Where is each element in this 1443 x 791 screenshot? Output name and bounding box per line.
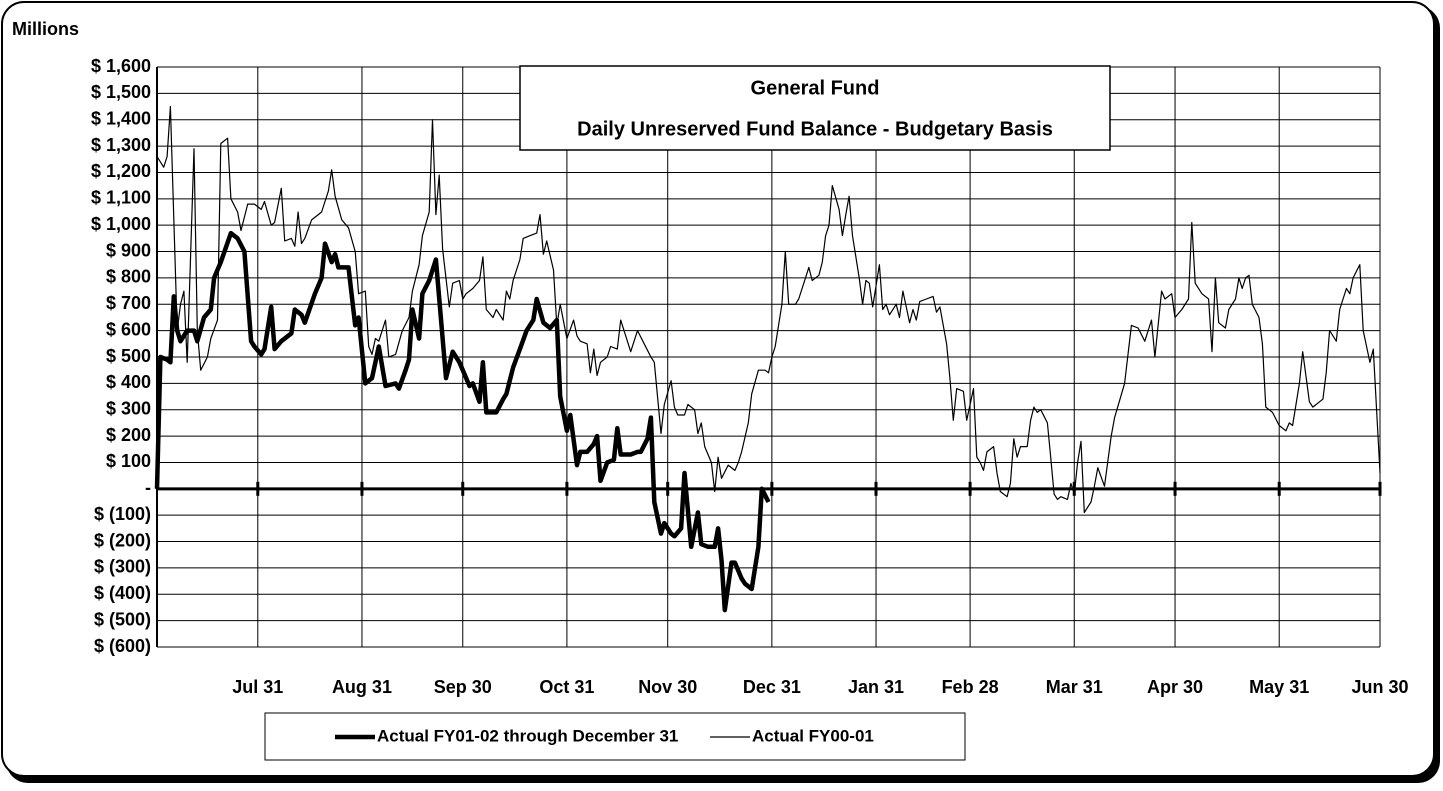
y-tick-label: $ 200 [106, 425, 151, 445]
y-tick-label: $ (500) [94, 609, 151, 629]
y-tick-label: $ 600 [106, 319, 151, 339]
y-tick-label: $ 800 [106, 267, 151, 287]
chart-title: General Fund [751, 77, 880, 99]
y-axis-label: Millions [12, 19, 79, 39]
x-tick-label: Aug 31 [332, 677, 392, 697]
x-tick-label: Jul 31 [232, 677, 283, 697]
grid: $ (600) $ (500) $ (400) $ (300) $ (200) $ (10… [91, 56, 1409, 697]
y-tick-label: $ 1,100 [91, 188, 151, 208]
y-tick-label: $ (200) [94, 530, 151, 550]
y-tick-label: $ 500 [106, 346, 151, 366]
frame [1, 1, 1435, 777]
y-tick-label: $ 1,500 [91, 82, 151, 102]
x-tick-label: Mar 31 [1046, 677, 1103, 697]
series-line [154, 230, 771, 613]
y-tick-label: - [145, 478, 151, 498]
legend: Actual FY01-02 through December 31 Actual… [335, 726, 874, 745]
y-tick-label: $ 700 [106, 293, 151, 313]
legend-label: Actual FY01-02 through December 31 [377, 726, 678, 745]
x-tick-label: Jun 30 [1351, 677, 1408, 697]
series-line [156, 105, 1381, 514]
y-tick-label: $ 900 [106, 240, 151, 260]
y-tick-label: $ 100 [106, 451, 151, 471]
y-tick-label: $ 1,000 [91, 214, 151, 234]
x-tick-label: Jan 31 [848, 677, 904, 697]
legend-box [264, 712, 966, 761]
title-box [519, 65, 1111, 151]
y-tick-label: $ 400 [106, 372, 151, 392]
y-tick-label: $ (100) [94, 504, 151, 524]
y-tick-label: $ 1,300 [91, 135, 151, 155]
x-tick-label: Oct 31 [539, 677, 594, 697]
x-tick-label: Feb 28 [942, 677, 999, 697]
x-tick-label: Sep 30 [434, 677, 492, 697]
y-tick-label: $ 1,200 [91, 161, 151, 181]
y-tick-label: $ (600) [94, 636, 151, 656]
y-tick-label: $ 1,400 [91, 108, 151, 128]
x-tick-label: Apr 30 [1147, 677, 1203, 697]
y-tick-label: $ 1,600 [91, 56, 151, 76]
x-tick-label: Nov 30 [638, 677, 697, 697]
y-tick-label: $ 300 [106, 398, 151, 418]
chart-subtitle: Daily Unreserved Fund Balance - Budgetar… [577, 118, 1053, 140]
y-tick-label: $ (400) [94, 583, 151, 603]
x-tick-label: Dec 31 [743, 677, 801, 697]
x-tick-label: May 31 [1249, 677, 1309, 697]
y-tick-label: $ (300) [94, 557, 151, 577]
legend-label: Actual FY00-01 [752, 726, 874, 745]
plot [154, 105, 1381, 613]
